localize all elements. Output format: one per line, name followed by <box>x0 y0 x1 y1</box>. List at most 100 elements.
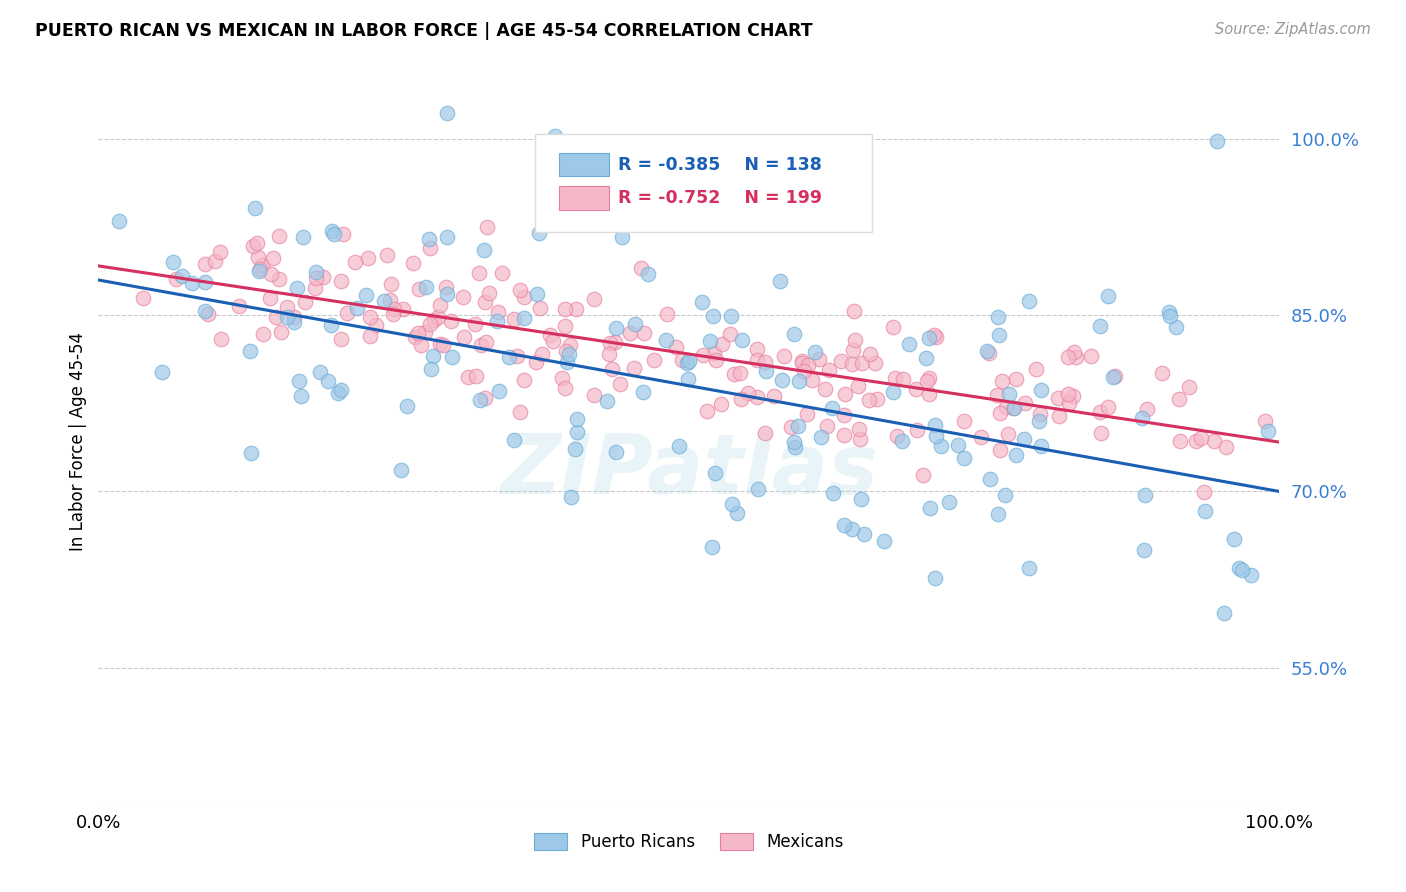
Point <box>197 307 219 321</box>
Point <box>911 468 934 483</box>
Point <box>406 326 429 341</box>
Point <box>359 310 381 324</box>
Point <box>554 381 576 395</box>
Point <box>657 307 679 321</box>
Point <box>710 397 733 411</box>
Point <box>288 374 311 388</box>
Point <box>851 356 873 370</box>
Point <box>1240 567 1263 582</box>
Point <box>326 386 349 401</box>
Point <box>997 427 1019 442</box>
Point <box>747 352 769 367</box>
Point <box>703 467 725 481</box>
Point <box>814 382 837 396</box>
Point <box>783 435 806 450</box>
Point <box>329 332 352 346</box>
Point <box>194 275 217 289</box>
Point <box>1090 425 1112 440</box>
Point <box>852 527 875 541</box>
Point <box>264 310 287 324</box>
Point <box>711 336 734 351</box>
Point <box>276 301 298 315</box>
Point <box>498 351 520 365</box>
Point <box>560 490 582 504</box>
Point <box>252 258 274 272</box>
Point <box>883 371 905 385</box>
Point <box>336 306 359 320</box>
Point <box>246 235 269 250</box>
Point <box>846 378 869 392</box>
Point <box>754 355 776 369</box>
Point <box>529 301 551 316</box>
Point <box>599 335 621 350</box>
Point <box>294 295 316 310</box>
Point <box>882 319 904 334</box>
Point <box>800 373 823 387</box>
Point <box>252 327 274 342</box>
Point <box>1177 380 1199 394</box>
Point <box>478 285 501 300</box>
Point <box>849 432 872 446</box>
Point <box>633 326 655 340</box>
Point <box>696 404 718 418</box>
Point <box>269 272 291 286</box>
Point <box>506 349 529 363</box>
Point <box>419 317 441 331</box>
Point <box>720 309 742 323</box>
Point <box>485 314 508 328</box>
Point <box>558 338 581 352</box>
Point <box>988 442 1011 457</box>
Point <box>564 442 586 456</box>
Point <box>600 361 623 376</box>
Point <box>1014 396 1036 410</box>
Point <box>165 272 187 286</box>
Point <box>793 364 815 378</box>
Point <box>357 252 380 266</box>
Point <box>259 291 281 305</box>
Point <box>783 326 806 341</box>
Point <box>1018 293 1040 308</box>
Point <box>316 374 339 388</box>
Point <box>643 352 665 367</box>
Point <box>671 352 693 367</box>
Point <box>411 338 433 352</box>
Point <box>905 383 928 397</box>
Point <box>924 429 946 443</box>
Point <box>228 299 250 313</box>
Text: PUERTO RICAN VS MEXICAN IN LABOR FORCE | AGE 45-54 CORRELATION CHART: PUERTO RICAN VS MEXICAN IN LABOR FORCE |… <box>35 22 813 40</box>
Point <box>970 430 993 444</box>
Point <box>922 328 945 343</box>
Point <box>246 250 269 264</box>
Point <box>655 334 678 348</box>
Point <box>354 287 377 301</box>
Point <box>1090 405 1112 419</box>
Point <box>787 374 810 388</box>
Point <box>1223 532 1246 546</box>
Point <box>1167 392 1189 407</box>
Point <box>486 305 509 319</box>
Point <box>859 347 882 361</box>
Point <box>994 400 1017 414</box>
Point <box>540 328 562 343</box>
Point <box>882 384 904 399</box>
Point <box>404 330 426 344</box>
Point <box>321 318 343 333</box>
Point <box>924 571 946 585</box>
Point <box>1029 439 1052 453</box>
Point <box>1097 289 1119 303</box>
Point <box>529 226 551 240</box>
Point <box>918 371 941 385</box>
Point <box>503 433 526 447</box>
Point <box>491 266 513 280</box>
Point <box>1029 407 1052 421</box>
Point <box>524 355 547 369</box>
Point <box>308 365 330 379</box>
Point <box>415 325 437 339</box>
Point <box>276 310 298 325</box>
Point <box>509 283 531 297</box>
Point <box>1185 434 1208 448</box>
Point <box>915 351 938 365</box>
Point <box>1253 414 1275 428</box>
Point <box>465 369 488 384</box>
Point <box>468 266 491 280</box>
